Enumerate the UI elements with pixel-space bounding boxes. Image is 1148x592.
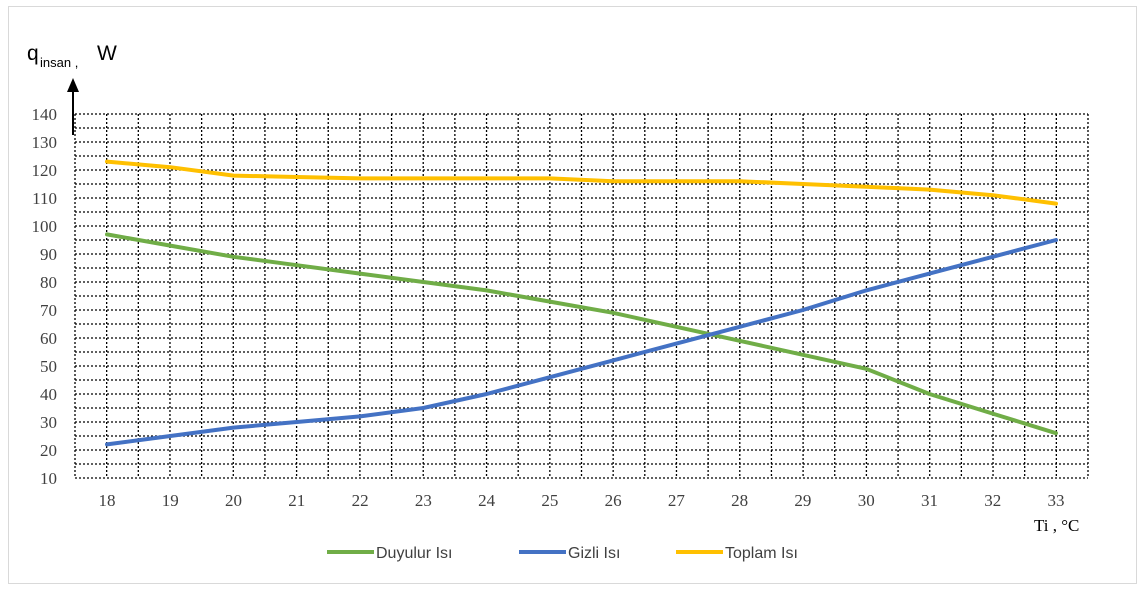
x-tick-label: 29 <box>794 491 811 510</box>
grid <box>74 113 1089 479</box>
x-tick-label: 24 <box>478 491 496 510</box>
x-tick-label: 28 <box>731 491 748 510</box>
y-tick-label: 30 <box>40 413 57 432</box>
y-tick-label: 10 <box>40 469 57 488</box>
x-tick-label: 18 <box>99 491 116 510</box>
y-tick-label: 90 <box>40 245 57 264</box>
x-tick-label: 31 <box>921 491 938 510</box>
x-tick-label: 33 <box>1048 491 1065 510</box>
x-tick-label: 21 <box>288 491 305 510</box>
y-axis-label-unit: W <box>97 42 117 65</box>
y-tick-label: 80 <box>40 273 57 292</box>
x-tick-labels: 18 19 20 21 22 23 24 25 26 27 28 29 30 31 32 33 <box>99 491 1065 510</box>
legend-label: Toplam Isı <box>725 545 798 562</box>
x-tick-label: 30 <box>858 491 875 510</box>
y-tick-label: 110 <box>32 189 57 208</box>
y-tick-label: 20 <box>40 441 57 460</box>
series-line <box>105 232 1058 436</box>
y-tick-label: 100 <box>32 217 58 236</box>
x-tick-label: 26 <box>605 491 622 510</box>
x-tick-label: 22 <box>352 491 369 510</box>
chart-frame <box>8 6 1137 584</box>
x-tick-label: 19 <box>162 491 179 510</box>
y-tick-label: 40 <box>40 385 57 404</box>
y-axis-label-sub: insan , <box>40 55 78 70</box>
x-tick-label: 27 <box>668 491 686 510</box>
x-tick-label: 23 <box>415 491 432 510</box>
series-lines <box>105 159 1058 447</box>
y-tick-label: 140 <box>32 105 58 124</box>
y-tick-label: 120 <box>32 161 58 180</box>
x-tick-label: 25 <box>541 491 558 510</box>
legend-label: Duyulur Isı <box>376 545 452 562</box>
legend: Duyulur Isı Gizli Isı Toplam Isı <box>327 545 798 562</box>
y-axis-label-main: q <box>27 42 39 65</box>
legend-label: Gizli Isı <box>568 545 620 562</box>
y-tick-label: 130 <box>32 133 58 152</box>
x-tick-label: 20 <box>225 491 242 510</box>
y-tick-label: 60 <box>40 329 57 348</box>
series-line <box>105 238 1058 447</box>
x-axis-label: Ti , °C <box>1034 516 1079 535</box>
series-line <box>105 159 1058 206</box>
x-tick-label: 32 <box>984 491 1001 510</box>
y-tick-labels: 10 20 30 40 50 60 70 80 90 100 110 120 130 140 <box>32 105 58 488</box>
y-axis-arrow <box>67 78 79 135</box>
y-tick-label: 50 <box>40 357 57 376</box>
y-tick-label: 70 <box>40 301 57 320</box>
